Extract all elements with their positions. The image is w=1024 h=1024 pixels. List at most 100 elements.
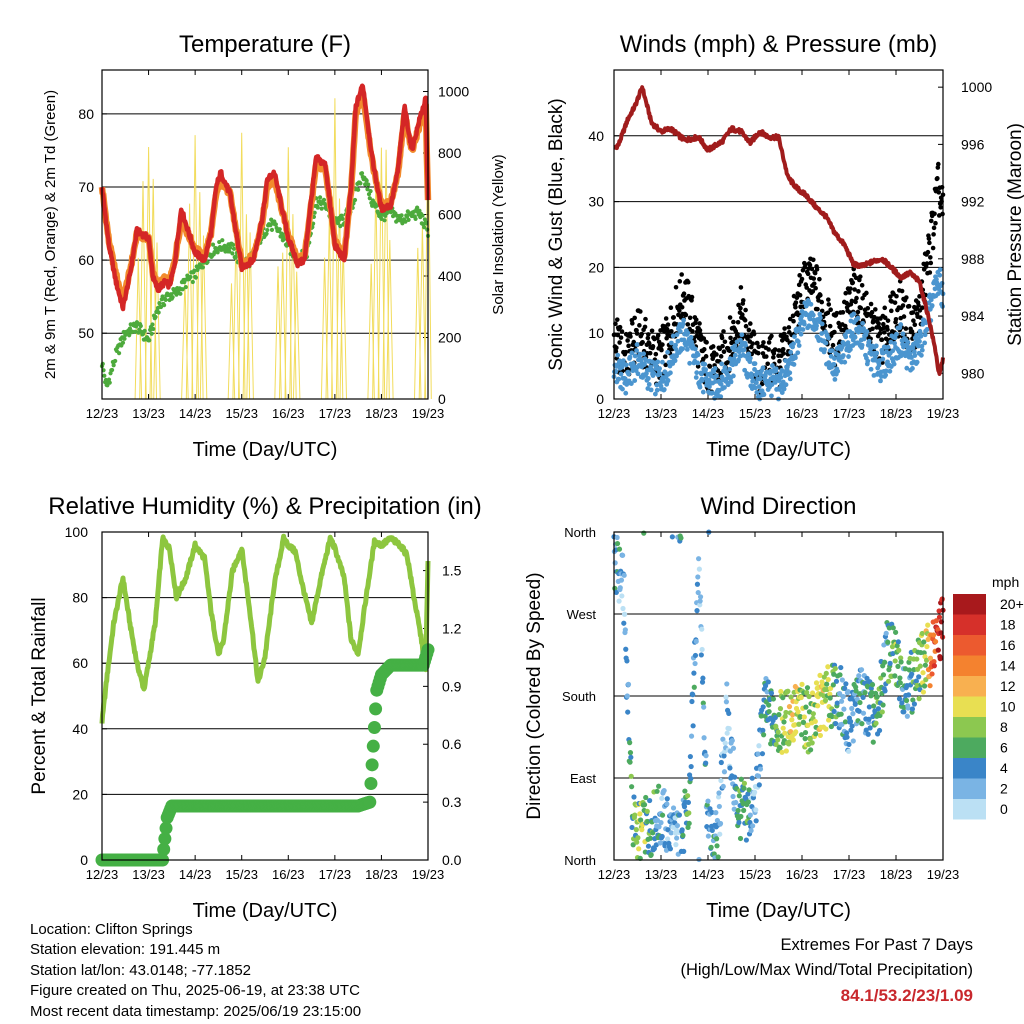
wind-point bbox=[911, 349, 917, 355]
gust-point bbox=[660, 342, 665, 347]
wind-direction-point bbox=[866, 704, 872, 710]
y-tick-label: 80 bbox=[72, 590, 88, 606]
wind-direction-point bbox=[686, 820, 692, 827]
x-tick-label: 12/23 bbox=[86, 406, 119, 421]
wind-point bbox=[732, 343, 738, 349]
wind-direction-point bbox=[931, 658, 937, 665]
gust-point bbox=[659, 347, 664, 353]
wind-direction-point bbox=[696, 566, 702, 572]
gust-point bbox=[806, 266, 811, 271]
wind-point bbox=[914, 359, 920, 365]
wind-direction-point bbox=[921, 639, 927, 645]
y2-tick-label: 0.3 bbox=[442, 794, 462, 810]
x-tick-label: 12/23 bbox=[598, 406, 631, 421]
wind-direction-point bbox=[726, 710, 732, 716]
dewpoint-point bbox=[315, 205, 320, 210]
wind-point bbox=[779, 390, 785, 395]
dewpoint-point bbox=[338, 224, 343, 229]
y2-tick-label: 984 bbox=[961, 308, 985, 324]
wind-direction-point bbox=[871, 703, 877, 709]
wind-direction-point bbox=[764, 689, 770, 695]
wind-direction-point bbox=[809, 740, 815, 746]
gust-point bbox=[639, 331, 645, 337]
wind-direction-point bbox=[620, 605, 626, 612]
wind-point bbox=[714, 373, 719, 379]
station-elevation: Station elevation: 191.445 m bbox=[30, 941, 221, 959]
wind-point bbox=[632, 378, 638, 383]
wind-point bbox=[685, 330, 691, 336]
gust-point bbox=[781, 351, 786, 356]
gust-point bbox=[687, 315, 693, 321]
gust-point bbox=[793, 304, 798, 310]
wind-direction-point bbox=[682, 788, 688, 794]
gust-point bbox=[727, 315, 733, 320]
solar-insolation-line bbox=[191, 135, 199, 400]
wind-direction-point bbox=[624, 658, 630, 664]
dewpoint-point bbox=[217, 239, 222, 245]
latest-timestamp: Most recent data timestamp: 2025/06/19 2… bbox=[30, 1002, 362, 1020]
wind-point bbox=[754, 390, 760, 395]
gust-point bbox=[828, 307, 833, 313]
colorbar-label: 0 bbox=[1000, 801, 1008, 817]
wind-point bbox=[634, 342, 640, 347]
wind-direction-point bbox=[681, 804, 688, 810]
wind-point bbox=[919, 343, 925, 349]
dewpoint-point bbox=[335, 221, 341, 226]
gust-point bbox=[852, 287, 857, 292]
wind-direction-point bbox=[645, 843, 652, 849]
wind-direction-point bbox=[726, 726, 732, 732]
gust-point bbox=[615, 332, 621, 338]
plot-border bbox=[101, 531, 429, 861]
wind-direction-point bbox=[893, 629, 899, 635]
gust-point bbox=[928, 260, 934, 266]
wind-point bbox=[937, 272, 943, 278]
gust-point bbox=[881, 330, 887, 335]
y-axis-label: Sonic Wind & Gust (Blue, Black) bbox=[546, 98, 567, 370]
wind-direction-point bbox=[723, 699, 730, 705]
wind-direction-point bbox=[883, 630, 889, 636]
precipitation-point bbox=[365, 758, 379, 772]
chart-panel-2: Winds (mph) & Pressure (mb) 12/23 13/23 14/… bbox=[546, 31, 1024, 461]
wind-direction-point bbox=[782, 713, 788, 719]
wind-point bbox=[868, 366, 874, 372]
wind-direction-point bbox=[939, 596, 945, 602]
gust-point bbox=[865, 305, 871, 311]
gust-point bbox=[860, 295, 865, 301]
dewpoint-point bbox=[161, 303, 167, 308]
wind-direction-point bbox=[802, 735, 808, 742]
wind-direction-point bbox=[916, 696, 922, 702]
y-tick-label: 20 bbox=[588, 259, 604, 275]
gust-point bbox=[791, 318, 796, 324]
gust-point bbox=[812, 270, 818, 276]
precipitation-point bbox=[367, 721, 381, 735]
colorbar-title: mph bbox=[992, 574, 1019, 590]
wind-point bbox=[754, 380, 759, 386]
wind-direction-point bbox=[917, 663, 923, 669]
wind-direction-point bbox=[698, 652, 704, 658]
wind-direction-point bbox=[886, 625, 892, 631]
extremes-values: 84.1/53.2/23/1.09 bbox=[840, 986, 973, 1005]
wind-direction-point bbox=[650, 830, 656, 836]
wind-direction-point bbox=[716, 803, 722, 810]
colorbar-label: 4 bbox=[1000, 760, 1008, 776]
gust-point bbox=[697, 328, 703, 333]
solar-insolation-line bbox=[292, 271, 301, 400]
gust-point bbox=[858, 305, 864, 311]
gust-point bbox=[740, 312, 745, 317]
wind-direction-point bbox=[632, 812, 638, 818]
wind-direction-point bbox=[705, 798, 711, 804]
y2-tick-label: 600 bbox=[438, 207, 462, 223]
dewpoint-point bbox=[163, 297, 168, 302]
colorbar-swatch bbox=[953, 778, 986, 799]
wind-point bbox=[781, 386, 787, 392]
solar-insolation-line bbox=[284, 147, 292, 400]
wind-direction-point bbox=[882, 659, 888, 665]
wind-direction-point bbox=[936, 614, 943, 620]
dewpoint-point bbox=[422, 225, 427, 230]
gust-point bbox=[771, 355, 776, 360]
gust-point bbox=[810, 289, 816, 294]
wind-direction-point bbox=[914, 656, 920, 662]
wind-direction-point bbox=[736, 793, 742, 799]
wind-direction-point bbox=[839, 677, 845, 683]
x-tick-label: 13/23 bbox=[645, 406, 678, 421]
